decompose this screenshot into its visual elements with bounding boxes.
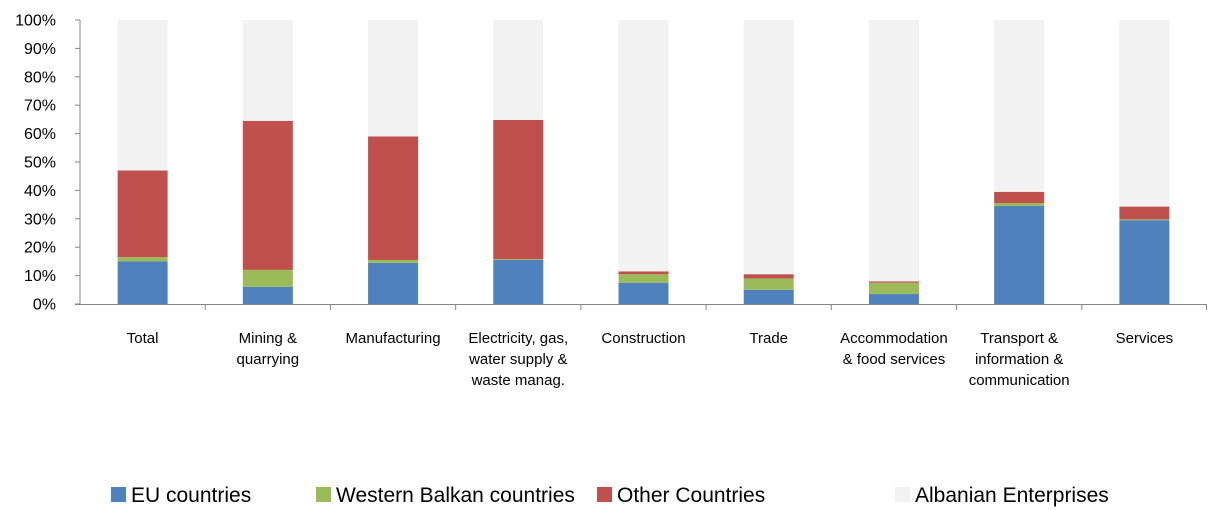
bar-other-countries-5 — [618, 271, 669, 275]
legend-swatch — [316, 487, 331, 502]
legend-item-albanian-enterprises: Albanian Enterprises — [895, 484, 1109, 507]
bar-other-countries-1 — [117, 170, 168, 258]
axes-layer — [75, 19, 1207, 310]
bar-other-countries-4 — [493, 119, 544, 260]
legend-label: Western Balkan countries — [336, 484, 575, 507]
bars-layer — [117, 20, 1170, 304]
bar-eu-countries-2 — [242, 286, 293, 304]
bar-albanian-enterprises-4 — [493, 20, 544, 120]
x-label-7: Accommodation & food services — [840, 330, 948, 368]
bar-western-balkan-countries-4 — [493, 259, 544, 260]
y-tick-label: 90% — [24, 41, 56, 58]
y-tick-label: 70% — [24, 98, 56, 115]
y-tick-label: 60% — [24, 126, 56, 143]
bar-western-balkan-countries-3 — [368, 259, 419, 263]
bar-western-balkan-countries-7 — [868, 282, 919, 295]
x-category-labels: Total Mining & quarrying Manufacturing Elect… — [127, 330, 1173, 389]
bar-other-countries-3 — [368, 136, 419, 260]
y-tick-label: 20% — [24, 240, 56, 257]
bar-eu-countries-6 — [743, 289, 794, 304]
bar-western-balkan-countries-5 — [618, 274, 669, 283]
y-tick-label: 40% — [24, 183, 56, 200]
bar-western-balkan-countries-8 — [994, 203, 1045, 207]
y-tick-labels: 0% 10% 20% 30% 40% 50% 60% 70% 80% 90% 100% — [15, 13, 56, 314]
y-tick-label: 80% — [24, 69, 56, 86]
legend-item-eu-countries: EU countries — [111, 484, 251, 507]
x-label-9: Services — [1116, 330, 1174, 347]
bar-eu-countries-9 — [1119, 220, 1170, 304]
bar-eu-countries-5 — [618, 282, 669, 304]
y-tick-label: 50% — [24, 155, 56, 172]
legend-label: Albanian Enterprises — [915, 484, 1109, 507]
bar-eu-countries-4 — [493, 259, 544, 304]
x-label-5: Construction — [601, 330, 685, 347]
bar-albanian-enterprises-2 — [242, 20, 293, 121]
x-label-6: Trade — [749, 330, 788, 347]
y-tick-label: 100% — [15, 13, 56, 30]
bar-albanian-enterprises-1 — [117, 20, 168, 171]
bar-western-balkan-countries-1 — [117, 257, 168, 262]
x-label-4: Electricity, gas, water supply & waste man… — [468, 330, 568, 389]
bar-other-countries-9 — [1119, 206, 1170, 220]
x-label-3: Manufacturing — [346, 330, 441, 347]
bar-albanian-enterprises-5 — [618, 20, 669, 272]
bar-eu-countries-3 — [368, 262, 419, 304]
bar-western-balkan-countries-2 — [242, 269, 293, 287]
bar-western-balkan-countries-9 — [1119, 219, 1170, 221]
bar-eu-countries-8 — [994, 206, 1045, 304]
y-tick-label: 10% — [24, 268, 56, 285]
bar-albanian-enterprises-9 — [1119, 20, 1170, 207]
legend: EU countries Western Balkan countries Othe… — [111, 484, 1109, 507]
bar-other-countries-2 — [242, 120, 293, 270]
y-tick-label: 0% — [33, 297, 56, 314]
x-label-8: Transport & information & communication — [969, 330, 1070, 389]
legend-label: Other Countries — [617, 484, 765, 507]
y-tick-label: 30% — [24, 211, 56, 228]
bar-other-countries-6 — [743, 274, 794, 279]
bar-albanian-enterprises-6 — [743, 20, 794, 275]
bar-albanian-enterprises-8 — [994, 20, 1045, 192]
legend-swatch — [597, 487, 612, 502]
bar-other-countries-7 — [868, 281, 919, 283]
legend-swatch — [895, 487, 910, 502]
bar-albanian-enterprises-3 — [368, 20, 419, 137]
x-label-1: Total — [127, 330, 159, 347]
legend-label: EU countries — [131, 484, 251, 507]
x-label-2: Mining & quarrying — [237, 330, 300, 368]
bar-eu-countries-1 — [117, 261, 168, 304]
bar-other-countries-8 — [994, 191, 1045, 204]
bar-western-balkan-countries-6 — [743, 278, 794, 290]
bar-albanian-enterprises-7 — [868, 20, 919, 282]
legend-item-western-balkan-countries: Western Balkan countries — [316, 484, 575, 507]
legend-item-other-countries: Other Countries — [597, 484, 765, 507]
bar-eu-countries-7 — [868, 294, 919, 304]
legend-swatch — [111, 487, 126, 502]
